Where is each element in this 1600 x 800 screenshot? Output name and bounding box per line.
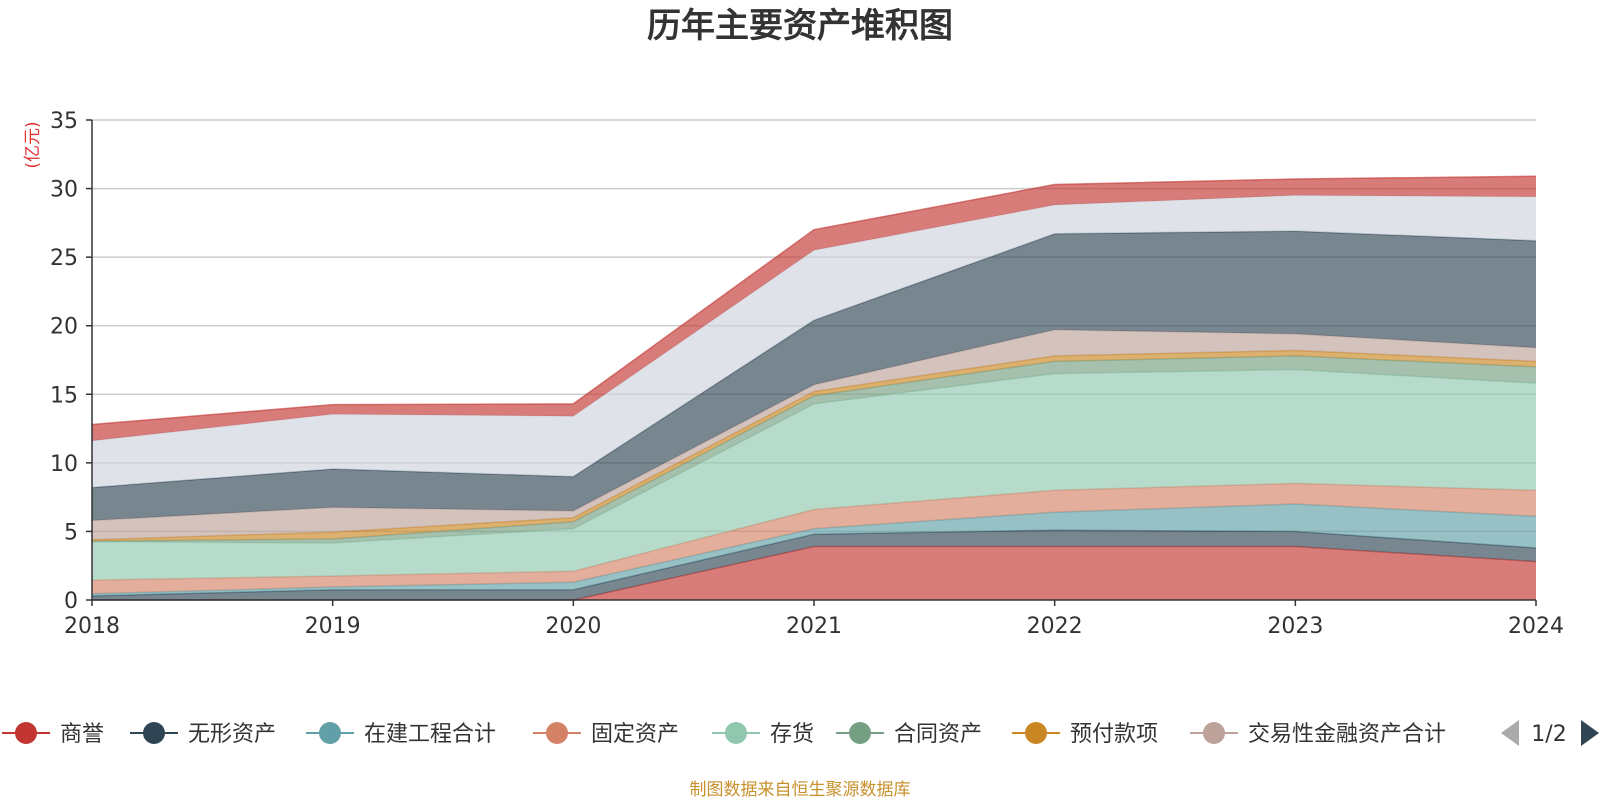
series-area-6 [92,355,1536,544]
legend-marker-icon [1025,722,1047,744]
y-tick-label: 10 [50,452,78,477]
legend-next-arrow-icon[interactable] [1581,720,1599,746]
legend-item[interactable]: 固定资产 [533,722,679,747]
y-tick-label: 15 [50,383,78,408]
legend-label: 固定资产 [591,722,679,747]
y-axis-ticks: 0 5 10 15 20 25 30 35 [50,109,92,614]
series-area-11 [92,176,1536,441]
series-area-9 [92,231,1536,521]
legend-label: 无形资产 [188,722,276,747]
y-axis-unit-label: (亿元) [23,121,43,168]
x-tick-label: 2022 [1027,614,1083,639]
legend-marker-icon [319,722,341,744]
y-tick-label: 25 [50,246,78,271]
series-area-10 [92,195,1536,488]
x-tick-label: 2024 [1508,614,1564,639]
series-areas [91,175,1537,601]
legend-item[interactable]: 预付款项 [1012,722,1158,747]
legend-page-indicator: 1/2 [1531,722,1566,747]
legend-marker-icon [143,722,165,744]
legend-item[interactable]: 商誉 [2,722,104,747]
legend-label: 合同资产 [894,722,982,747]
series-area-5 [92,369,1536,581]
chart-title: 历年主要资产堆积图 [647,6,953,46]
series-area-8 [92,329,1536,540]
x-tick-label: 2023 [1267,614,1323,639]
legend-prev-arrow-icon[interactable] [1501,720,1519,746]
series-line-11 [91,175,1537,426]
y-tick-label: 5 [64,520,78,545]
series-area-3 [92,504,1536,596]
legend-marker-icon [546,722,568,744]
legend-label: 存货 [770,722,814,747]
series-area-2 [92,530,1536,600]
y-tick-label: 30 [50,178,78,203]
legend-marker-icon [849,722,871,744]
series-area-4 [92,483,1536,594]
legend-item[interactable]: 存货 [712,722,814,747]
legend-label: 交易性金融资产合计 [1248,722,1446,747]
x-tick-label: 2019 [305,614,361,639]
legend-pager: 1/2 [1501,720,1599,747]
x-tick-label: 2018 [64,614,120,639]
legend-item[interactable]: 在建工程合计 [306,722,496,747]
x-tick-label: 2020 [545,614,601,639]
y-tick-label: 35 [50,109,78,134]
legend-label: 商誉 [60,722,104,747]
legend-item[interactable]: 无形资产 [130,722,276,747]
data-source-note: 制图数据来自恒生聚源数据库 [690,780,911,800]
legend-item[interactable]: 合同资产 [836,722,982,747]
legend-marker-icon [725,722,747,744]
legend-label: 预付款项 [1070,722,1158,747]
legend-marker-icon [1203,722,1225,744]
legend-label: 在建工程合计 [364,722,496,747]
y-tick-label: 20 [50,315,78,340]
legend-item[interactable]: 交易性金融资产合计 [1190,722,1446,747]
x-tick-label: 2021 [786,614,842,639]
legend-marker-icon [15,722,37,744]
x-axis-ticks: 2018 2019 2020 2021 2022 2023 2024 [64,600,1564,639]
series-area-1 [92,546,1536,600]
legend: 商誉 无形资产 在建工程合计 固定资产 存货 合同资产 预付款项 交易性金融资产合计 [2,722,1446,747]
y-tick-label: 0 [64,589,78,614]
